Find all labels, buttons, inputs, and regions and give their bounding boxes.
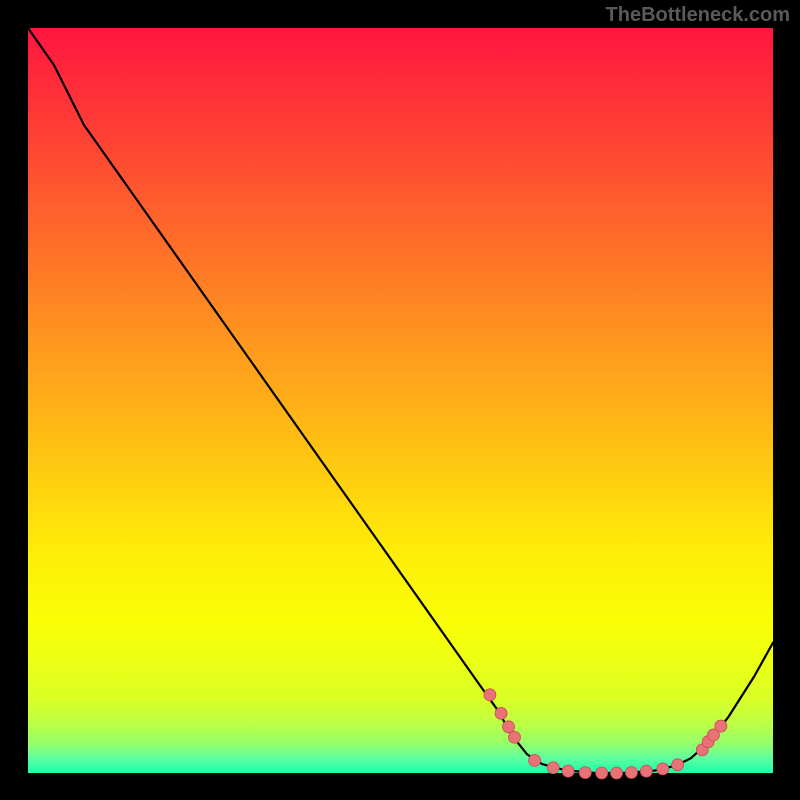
curve-marker [579,767,591,779]
curve-marker [611,767,623,779]
attribution-text: TheBottleneck.com [606,4,790,27]
curve-marker [715,720,727,732]
curve-marker [508,731,520,743]
curve-marker [503,721,515,733]
curve-marker [529,754,541,766]
curve-marker [562,765,574,777]
chart-container: TheBottleneck.com [0,0,800,800]
curve-marker [484,689,496,701]
curve-marker [495,707,507,719]
plot-background [28,28,773,773]
curve-marker [596,767,608,779]
curve-marker [547,762,559,774]
curve-marker [625,766,637,778]
curve-marker [640,765,652,777]
bottleneck-curve-chart [0,0,800,800]
curve-marker [672,759,684,771]
curve-marker [657,763,669,775]
